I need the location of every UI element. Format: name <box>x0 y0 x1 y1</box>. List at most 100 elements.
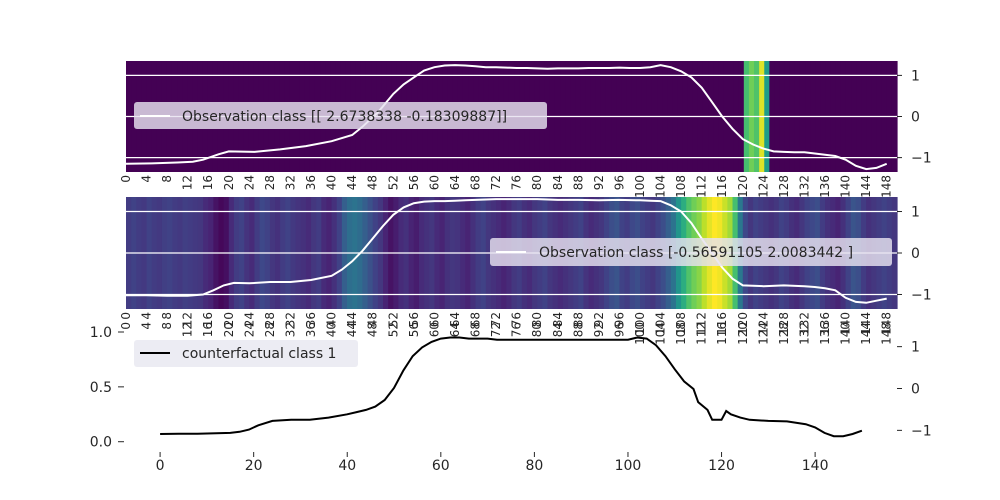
overlap-tick-label: 12 <box>181 322 195 337</box>
x-tick-label: 88 <box>571 312 585 327</box>
x-tick-label: 140 <box>802 458 829 474</box>
x-tick-label: 108 <box>674 312 688 335</box>
x-tick-label: 96 <box>612 312 626 327</box>
x-tick-label: 20 <box>222 312 236 327</box>
panel-observation-class-1: 10−1 0 4 8 12 16 20 24 28 32 36 40 44 48 52 56 60 64 68 72… <box>119 61 932 198</box>
panel-observation-class-2: 10−1 0 4 8 12 16 20 24 28 32 36 40 44 48 52 56 60 64 68 72… <box>119 197 932 335</box>
overlap-tick-label: 20 <box>222 322 236 337</box>
x-tick-label: 136 <box>818 175 832 198</box>
series-line <box>126 198 887 304</box>
x-tick-label: 128 <box>777 312 791 335</box>
y-axis-right: 1 0 −1 <box>897 68 932 167</box>
overlap-tick-label: 68 <box>469 322 483 337</box>
overlap-tick-label: 44 <box>345 322 359 337</box>
legend: Observation class [[ 2.6738338 -0.183098… <box>134 102 547 129</box>
x-tick-label: 44 <box>345 175 359 190</box>
x-tick-label: 116 <box>715 175 729 198</box>
legend-box <box>490 238 892 266</box>
x-tick-label: 64 <box>448 312 462 327</box>
series-line <box>160 336 863 438</box>
y-left-tick-label: 0.5 <box>90 380 112 396</box>
overlap-tick-label: 112 <box>695 322 709 345</box>
x-tick-label: 60 <box>427 175 441 190</box>
overlap-tick-label: 80 <box>530 322 544 337</box>
x-tick-label: 68 <box>469 175 483 190</box>
x-tick-label: 76 <box>510 312 524 327</box>
x-tick-label: 148 <box>880 175 894 198</box>
x-tick-label: 84 <box>551 312 565 327</box>
x-tick-label: 68 <box>469 312 483 327</box>
x-tick-label: 120 <box>708 458 735 474</box>
y-right-tick-label: −1 <box>911 423 932 439</box>
overlap-tick-label: 124 <box>756 322 770 345</box>
x-tick-label: 52 <box>386 312 400 327</box>
overlap-tick-label: 28 <box>263 322 277 337</box>
y-tick-label: 0 <box>911 246 920 262</box>
x-tick-label: 52 <box>386 175 400 190</box>
x-tick-label: 32 <box>283 175 297 190</box>
x-tick-label: 64 <box>448 175 462 190</box>
overlap-tick-label: 76 <box>510 322 524 337</box>
x-axis-ticks: 0 4 8 12 16 20 24 28 32 36 40 44 48 52 56 60 64 68 72 76 80 8… <box>119 312 894 335</box>
y-right-tick-label: 1 <box>911 340 920 356</box>
y-left-tick-label: 1.0 <box>90 325 112 341</box>
x-tick-label: 140 <box>839 175 853 198</box>
y-tick-label: −1 <box>911 287 932 303</box>
x-tick-label: 20 <box>245 458 263 474</box>
overlap-tick-label: 136 <box>818 322 832 345</box>
overlap-tick-label: 144 <box>859 322 873 345</box>
legend-box <box>134 340 358 367</box>
overlap-tick-label: 24 <box>242 322 256 337</box>
x-tick-label: 36 <box>304 175 318 190</box>
x-tick-label: 48 <box>366 312 380 327</box>
x-tick-label: 112 <box>695 312 709 335</box>
overlap-tick-label: 100 <box>633 322 647 345</box>
x-tick-label: 92 <box>592 175 606 190</box>
x-tick-label: 124 <box>756 175 770 198</box>
overlap-tick-label: 32 <box>283 322 297 337</box>
x-tick-label: 104 <box>654 175 668 198</box>
legend-label: counterfactual class 1 <box>182 346 336 362</box>
x-tick-label: 100 <box>633 175 647 198</box>
legend-label: Observation class [-0.56591105 2.0083442… <box>539 245 853 261</box>
overlap-tick-label: 88 <box>571 322 585 337</box>
x-tick-label: 84 <box>551 175 565 190</box>
x-tick-label: 72 <box>489 175 503 190</box>
x-tick-label: 116 <box>715 312 729 335</box>
overlap-tick-label: 60 <box>427 322 441 337</box>
x-tick-label: 124 <box>756 312 770 335</box>
x-tick-label: 20 <box>222 175 236 190</box>
x-tick-label: 80 <box>530 312 544 327</box>
x-tick-label: 136 <box>818 312 832 335</box>
y-tick-label: 0 <box>911 110 920 126</box>
x-tick-label: 72 <box>489 312 503 327</box>
x-tick-label: 28 <box>263 175 277 190</box>
overlap-tick-label: 0 <box>119 322 133 330</box>
y-axis-left: 0.0 0.5 1.0 <box>90 325 124 451</box>
y-tick-label: 1 <box>911 205 920 221</box>
x-tick-label: 132 <box>797 175 811 198</box>
overlap-tick-label: 96 <box>612 322 626 337</box>
x-tick-label: 4 <box>140 175 154 183</box>
x-tick-label: 128 <box>777 175 791 198</box>
overlap-tick-label: 36 <box>304 322 318 337</box>
x-tick-label: 76 <box>510 175 524 190</box>
x-tick-label: 8 <box>160 175 174 183</box>
overlap-tick-label: 16 <box>201 322 215 337</box>
x-tick-label: 12 <box>181 312 195 327</box>
x-tick-label: 60 <box>427 312 441 327</box>
x-tick-label: 32 <box>283 312 297 327</box>
x-tick-label: 108 <box>674 175 688 198</box>
x-tick-label: 56 <box>407 312 421 327</box>
x-tick-label: 24 <box>242 312 256 327</box>
x-tick-label: 60 <box>432 458 450 474</box>
x-tick-label: 28 <box>263 312 277 327</box>
x-tick-label: 144 <box>859 175 873 198</box>
overlap-tick-label: 140 <box>839 322 853 345</box>
overlap-tick-label: 64 <box>448 322 462 337</box>
legend: Observation class [-0.56591105 2.0083442… <box>490 238 892 266</box>
x-tick-label: 92 <box>592 312 606 327</box>
overlap-tick-label: 56 <box>407 322 421 337</box>
